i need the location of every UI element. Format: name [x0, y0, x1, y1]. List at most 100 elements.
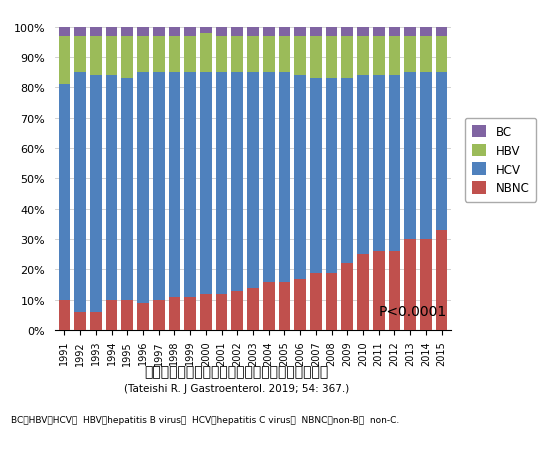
Bar [232, 28, 243, 37]
Bar [122, 300, 133, 330]
Bar [263, 37, 274, 73]
Bar [404, 240, 416, 330]
Bar [263, 28, 274, 37]
Bar [294, 279, 306, 330]
Bar [74, 37, 86, 73]
Bar [122, 28, 133, 37]
Bar [278, 73, 290, 282]
Bar [342, 28, 353, 37]
Bar [326, 273, 338, 330]
Bar [294, 37, 306, 76]
Bar [153, 37, 164, 73]
Bar [342, 37, 353, 79]
Bar [106, 37, 118, 76]
Bar [90, 37, 102, 76]
Bar [247, 28, 259, 37]
Bar [216, 37, 228, 73]
Bar [357, 76, 369, 255]
Bar [420, 240, 432, 330]
Bar [420, 73, 432, 240]
Bar [310, 79, 322, 273]
Bar [74, 73, 86, 312]
Bar [153, 300, 164, 330]
Bar [310, 273, 322, 330]
Bar [342, 264, 353, 330]
Bar [388, 28, 400, 37]
Bar [106, 76, 118, 300]
Bar [420, 28, 432, 37]
Bar [436, 28, 448, 37]
Bar [153, 73, 164, 300]
Bar [200, 34, 212, 73]
Bar [404, 37, 416, 73]
Bar [326, 79, 338, 273]
Bar [106, 300, 118, 330]
Text: 図：センター的院も参加した全国調査肝癌の成因: 図：センター的院も参加した全国調査肝癌の成因 [144, 365, 329, 379]
Bar [200, 294, 212, 330]
Bar [247, 37, 259, 73]
Bar [278, 28, 290, 37]
Bar [278, 282, 290, 330]
Bar [232, 291, 243, 330]
Bar [168, 73, 180, 297]
Bar [58, 28, 70, 37]
Bar [216, 28, 228, 37]
Bar [216, 294, 228, 330]
Bar [388, 37, 400, 76]
Bar [168, 28, 180, 37]
Bar [74, 28, 86, 37]
Bar [310, 37, 322, 79]
Bar [404, 28, 416, 37]
Bar [90, 28, 102, 37]
Bar [137, 28, 149, 37]
Bar [137, 303, 149, 330]
Bar [420, 37, 432, 73]
Bar [58, 85, 70, 300]
Bar [153, 28, 164, 37]
Bar [137, 73, 149, 303]
Text: P<0.0001: P<0.0001 [379, 304, 447, 319]
Bar [184, 28, 196, 37]
Bar [168, 297, 180, 330]
Bar [216, 73, 228, 294]
Bar [294, 28, 306, 37]
Bar [90, 312, 102, 330]
Bar [388, 76, 400, 252]
Bar [168, 37, 180, 73]
Text: (Tateishi R. J Gastroenterol. 2019; 54: 367.): (Tateishi R. J Gastroenterol. 2019; 54: … [124, 383, 349, 393]
Bar [373, 37, 384, 76]
Bar [373, 76, 384, 252]
Bar [200, 28, 212, 34]
Bar [200, 73, 212, 294]
Legend: BC, HBV, HCV, NBNC: BC, HBV, HCV, NBNC [465, 118, 536, 202]
Bar [436, 37, 448, 73]
Bar [247, 288, 259, 330]
Bar [58, 37, 70, 85]
Bar [404, 73, 416, 240]
Bar [326, 28, 338, 37]
Bar [74, 312, 86, 330]
Bar [90, 76, 102, 312]
Bar [326, 37, 338, 79]
Bar [342, 79, 353, 264]
Bar [278, 37, 290, 73]
Bar [357, 255, 369, 330]
Bar [373, 28, 384, 37]
Bar [263, 282, 274, 330]
Bar [436, 230, 448, 330]
Bar [388, 252, 400, 330]
Bar [357, 37, 369, 76]
Bar [184, 297, 196, 330]
Bar [106, 28, 118, 37]
Bar [263, 73, 274, 282]
Bar [232, 73, 243, 291]
Bar [137, 37, 149, 73]
Bar [122, 79, 133, 300]
Bar [436, 73, 448, 230]
Bar [184, 73, 196, 297]
Bar [232, 37, 243, 73]
Bar [247, 73, 259, 288]
Bar [310, 28, 322, 37]
Bar [184, 37, 196, 73]
Text: BC：HBV＋HCV，  HBV：hepatitis B virus，  HCV：hepatitis C virus，  NBNC：non-B，  non-C.: BC：HBV＋HCV， HBV：hepatitis B virus， HCV：h… [11, 415, 399, 425]
